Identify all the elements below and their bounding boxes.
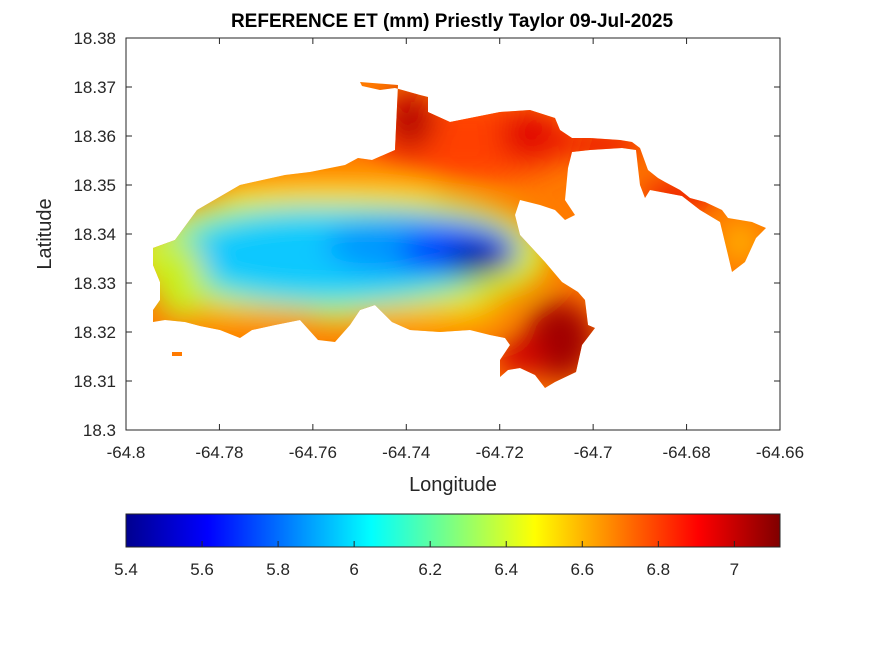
y-tick-label: 18.3 — [83, 421, 116, 440]
map-title: REFERENCE ET (mm) Priestly Taylor 09-Jul… — [231, 11, 673, 32]
x-tick-label: -64.76 — [289, 443, 337, 462]
y-tick-label: 18.37 — [73, 78, 116, 97]
x-tick-label: -64.8 — [107, 443, 146, 462]
y-tick-label: 18.33 — [73, 274, 116, 293]
y-axis: 18.3 18.31 18.32 18.33 18.34 18.35 18.36 18.37 1… — [73, 29, 780, 440]
colorbar-tick-label: 6.2 — [418, 560, 442, 579]
x-tick-label: -64.78 — [195, 443, 243, 462]
colorbar-tick-label: 5.8 — [266, 560, 290, 579]
y-axis-label: Latitude — [34, 198, 56, 269]
colorbar — [125, 513, 781, 548]
colorbar-tick-label: 6.6 — [570, 560, 594, 579]
colorbar-axis: 5.4 5.6 5.8 6 6.2 6.4 6.6 6.8 7 — [114, 541, 739, 579]
x-tick-label: -64.68 — [662, 443, 710, 462]
y-tick-label: 18.34 — [73, 225, 116, 244]
colorbar-tick-label: 6 — [349, 560, 358, 579]
y-tick-label: 18.32 — [73, 323, 116, 342]
colorbar-tick-label: 5.4 — [114, 560, 138, 579]
colorbar-tick-label: 5.6 — [190, 560, 214, 579]
y-tick-label: 18.38 — [73, 29, 116, 48]
y-tick-label: 18.36 — [73, 127, 116, 146]
x-axis: -64.8 -64.78 -64.76 -64.74 -64.72 -64.7 -64.68… — [107, 38, 804, 462]
x-tick-label: -64.66 — [756, 443, 804, 462]
y-tick-label: 18.35 — [73, 176, 116, 195]
x-tick-label: -64.72 — [476, 443, 524, 462]
y-tick-label: 18.31 — [73, 372, 116, 391]
x-axis-label: Longitude — [409, 474, 497, 496]
colorbar-tick-label: 7 — [730, 560, 739, 579]
colorbar-tick-label: 6.8 — [647, 560, 671, 579]
x-tick-label: -64.74 — [382, 443, 430, 462]
colorbar-tick-label: 6.4 — [494, 560, 518, 579]
x-tick-label: -64.7 — [574, 443, 613, 462]
